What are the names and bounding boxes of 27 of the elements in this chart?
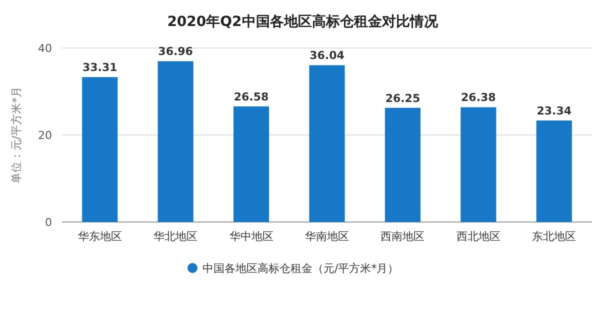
y-tick-label: 40: [38, 42, 52, 55]
data-label: 26.58: [234, 90, 269, 104]
data-label: 33.31: [82, 61, 118, 74]
legend-label: 中国各地区高标仓租金（元/平方米*月）: [202, 262, 399, 275]
bar: [536, 120, 572, 222]
data-label: 36.04: [310, 49, 345, 62]
x-tick-label: 华中地区: [229, 230, 274, 243]
data-label: 26.25: [385, 92, 420, 105]
x-tick-label: 华北地区: [154, 230, 198, 243]
data-label: 26.38: [461, 91, 496, 104]
bar: [233, 106, 270, 222]
data-label: 36.96: [158, 45, 194, 58]
bar: [384, 108, 421, 222]
bar: [309, 65, 345, 222]
y-tick-label: 20: [38, 129, 52, 142]
x-tick-label: 西南地区: [380, 230, 425, 243]
chart-title: 2020年Q2中国各地区高标仓租金对比情况: [167, 13, 439, 30]
x-tick-label: 华南地区: [305, 230, 349, 243]
y-tick-label: 0: [45, 216, 52, 229]
x-tick-label: 东北地区: [532, 230, 576, 243]
bar: [460, 107, 496, 222]
data-label: 23.34: [536, 104, 572, 118]
bar: [158, 61, 194, 222]
y-axis-title: 单位：元/平方米*月: [10, 86, 23, 184]
x-tick-label: 华东地区: [78, 230, 122, 243]
bar: [82, 77, 118, 222]
x-tick-label: 西北地区: [456, 230, 500, 243]
